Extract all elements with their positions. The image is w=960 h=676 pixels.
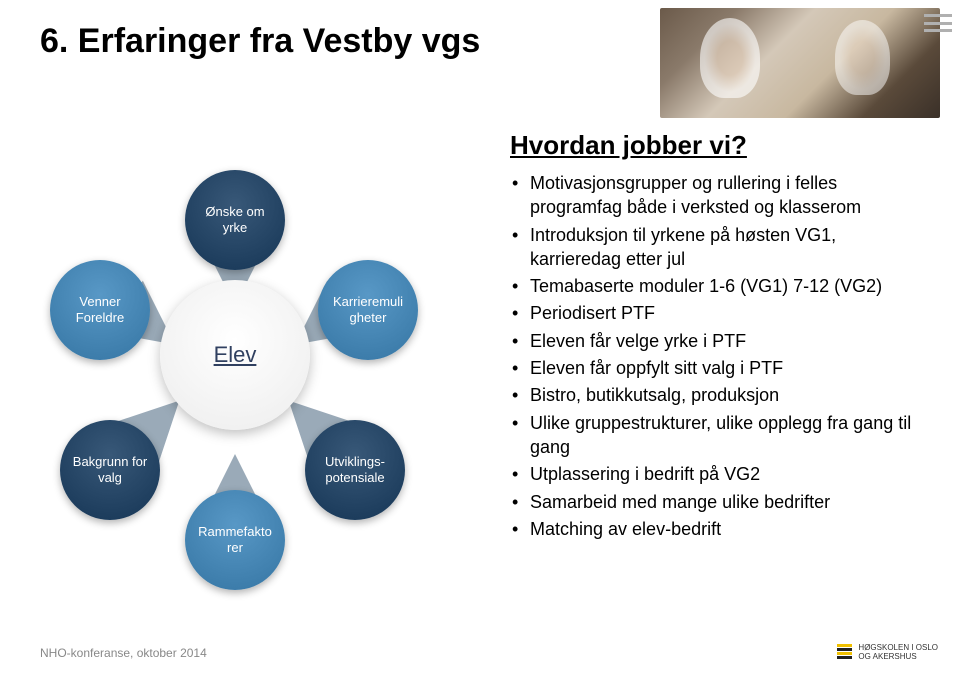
slide: 6. Erfaringer fra Vestby vgs Elev Ønske …	[0, 0, 960, 676]
diagram-node: Bakgrunn forvalg	[60, 420, 160, 520]
diagram-node-label: Bakgrunn forvalg	[73, 454, 147, 485]
bullet-item: Ulike gruppestrukturer, ulike opplegg fr…	[510, 411, 930, 460]
diagram-node: VennerForeldre	[50, 260, 150, 360]
logo-line1: HØGSKOLEN I OSLO	[858, 643, 938, 652]
arrow-icon	[150, 412, 168, 430]
diagram-node: Rammefaktorer	[185, 490, 285, 590]
logo-line2: OG AKERSHUS	[858, 652, 916, 661]
subtitle: Hvordan jobber vi?	[510, 130, 930, 161]
bullet-item: Temabaserte moduler 1-6 (VG1) 7-12 (VG2)	[510, 274, 930, 298]
diagram-center: Elev	[160, 280, 310, 430]
bullet-item: Introduksjon til yrkene på høsten VG1, k…	[510, 223, 930, 272]
footer-text: NHO-konferanse, oktober 2014	[40, 646, 207, 660]
diagram-center-label: Elev	[214, 342, 257, 368]
bullet-list: Motivasjonsgrupper og rullering i felles…	[510, 171, 930, 541]
bullet-item: Samarbeid med mange ulike bedrifter	[510, 490, 930, 514]
bullet-item: Eleven får velge yrke i PTF	[510, 329, 930, 353]
bullet-item: Motivasjonsgrupper og rullering i felles…	[510, 171, 930, 220]
header-photo	[660, 8, 940, 118]
diagram-node-label: Ønske omyrke	[205, 204, 264, 235]
bullet-item: Periodisert PTF	[510, 301, 930, 325]
bullet-item: Bistro, butikkutsalg, produksjon	[510, 383, 930, 407]
bullet-item: Eleven får oppfylt sitt valg i PTF	[510, 356, 930, 380]
bullet-item: Utplassering i bedrift på VG2	[510, 462, 930, 486]
diagram-node-label: Karrieremuligheter	[333, 294, 403, 325]
bullet-item: Matching av elev-bedrift	[510, 517, 930, 541]
arrow-icon	[300, 412, 318, 430]
page-title: 6. Erfaringer fra Vestby vgs	[40, 22, 480, 61]
diagram-node-label: Rammefaktorer	[198, 524, 272, 555]
footer-logo: HØGSKOLEN I OSLO OG AKERSHUS	[837, 644, 938, 662]
diagram-node: Karrieremuligheter	[318, 260, 418, 360]
content-column: Hvordan jobber vi? Motivasjonsgrupper og…	[510, 130, 930, 544]
diagram-node: Utviklings-potensiale	[305, 420, 405, 520]
diagram-node-label: Utviklings-potensiale	[325, 454, 385, 485]
concept-diagram: Elev Ønske omyrke Karrieremuligheter Utvik…	[30, 150, 450, 570]
diagram-node: Ønske omyrke	[185, 170, 285, 270]
menu-icon[interactable]	[924, 14, 952, 32]
diagram-node-label: VennerForeldre	[76, 294, 124, 325]
logo-bars-icon	[837, 644, 852, 660]
